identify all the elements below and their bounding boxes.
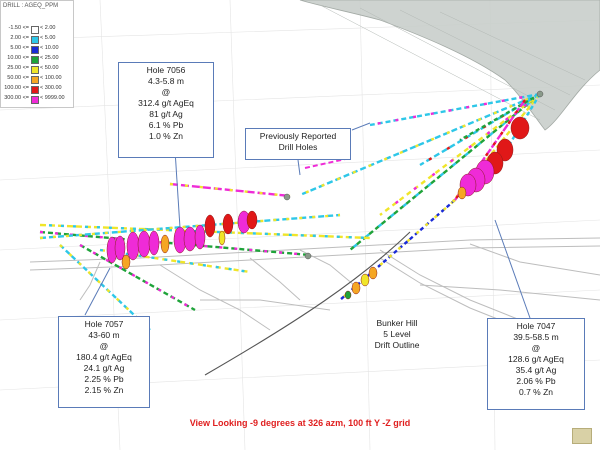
legend-to: < 25.00 [40, 55, 59, 61]
callout-line: 0.7 % Zn [488, 387, 584, 398]
legend-from: 25.00 <= [3, 65, 29, 71]
callout-line: Drill Holes [246, 142, 350, 153]
legend-swatch [31, 96, 39, 104]
legend-from: 2.00 <= [3, 35, 29, 41]
grade-legend: DRILL : AGEQ_PPM -1.50 <= < 2.00 2.00 <= < … [0, 0, 74, 108]
label-line: 5 Level [352, 329, 442, 340]
legend-row: 50.00 <= < 100.00 [3, 75, 73, 83]
hole-fan-left [40, 184, 370, 330]
callout-line: Previously Reported [246, 131, 350, 142]
legend-swatch [31, 46, 39, 54]
callout-line: 24.1 g/t Ag [59, 363, 149, 374]
callout-line: 39.5-58.5 m [488, 332, 584, 343]
legend-row: -1.50 <= < 2.00 [3, 25, 73, 33]
callout-line: @ [488, 343, 584, 354]
callout-line: Hole 7057 [59, 319, 149, 330]
callout-previously-reported: Previously Reported Drill Holes [245, 128, 351, 160]
legend-row: 300.00 <= < 9999.00 [3, 95, 73, 103]
legend-row: 2.00 <= < 5.00 [3, 35, 73, 43]
legend-to: < 100.00 [40, 75, 62, 81]
legend-from: 100.00 <= [3, 85, 29, 91]
legend-to: < 50.00 [40, 65, 59, 71]
callout-line: 2.15 % Zn [59, 385, 149, 396]
callout-line: 35.4 g/t Ag [488, 365, 584, 376]
callout-line: @ [119, 87, 213, 98]
navigation-cube-icon[interactable] [572, 428, 592, 444]
hole-7047-trace [340, 100, 525, 300]
legend-to: < 2.00 [40, 25, 55, 31]
legend-row: 5.00 <= < 10.00 [3, 45, 73, 53]
callout-hole-7047: Hole 7047 39.5-58.5 m @ 128.6 g/t AgEq 3… [487, 318, 585, 410]
callout-line: 1.0 % Zn [119, 131, 213, 142]
view-caption: View Looking -9 degrees at 326 azm, 100 … [0, 418, 600, 428]
callout-line: 4.3-5.8 m [119, 76, 213, 87]
legend-swatch [31, 56, 39, 64]
legend-swatch [31, 66, 39, 74]
legend-from: 5.00 <= [3, 45, 29, 51]
callout-line: @ [59, 341, 149, 352]
legend-from: 50.00 <= [3, 75, 29, 81]
callout-line: 180.4 g/t AgEq [59, 352, 149, 363]
legend-to: < 9999.00 [40, 95, 65, 101]
legend-from: 300.00 <= [3, 95, 29, 101]
callout-line: Hole 7056 [119, 65, 213, 76]
legend-swatch [31, 26, 39, 34]
legend-swatch [31, 86, 39, 94]
legend-from: -1.50 <= [3, 25, 29, 31]
legend-to: < 10.00 [40, 45, 59, 51]
legend-row: 10.00 <= < 25.00 [3, 55, 73, 63]
callout-line: 128.6 g/t AgEq [488, 354, 584, 365]
callout-line: 43-60 m [59, 330, 149, 341]
callout-line: 2.25 % Pb [59, 374, 149, 385]
label-line: Drift Outline [352, 340, 442, 351]
legend-to: < 300.00 [40, 85, 62, 91]
legend-swatch [31, 36, 39, 44]
bunker-hill-label: Bunker Hill 5 Level Drift Outline [352, 318, 442, 351]
callout-line: 2.06 % Pb [488, 376, 584, 387]
hole-7047-discs [345, 117, 529, 299]
callout-line: 81 g/t Ag [119, 109, 213, 120]
legend-swatch [31, 76, 39, 84]
legend-to: < 5.00 [40, 35, 55, 41]
callout-hole-7057: Hole 7057 43-60 m @ 180.4 g/t AgEq 24.1 … [58, 316, 150, 408]
callout-line: 6.1 % Pb [119, 120, 213, 131]
callout-hole-7056: Hole 7056 4.3-5.8 m @ 312.4 g/t AgEq 81 … [118, 62, 214, 158]
callout-line: Hole 7047 [488, 321, 584, 332]
hole-fan-upper-right [300, 94, 540, 250]
legend-from: 10.00 <= [3, 55, 29, 61]
label-line: Bunker Hill [352, 318, 442, 329]
legend-row: 25.00 <= < 50.00 [3, 65, 73, 73]
legend-title: DRILL : AGEQ_PPM [3, 3, 58, 9]
legend-row: 100.00 <= < 300.00 [3, 85, 73, 93]
hole-7057-discs [107, 211, 257, 269]
callout-line: 312.4 g/t AgEq [119, 98, 213, 109]
